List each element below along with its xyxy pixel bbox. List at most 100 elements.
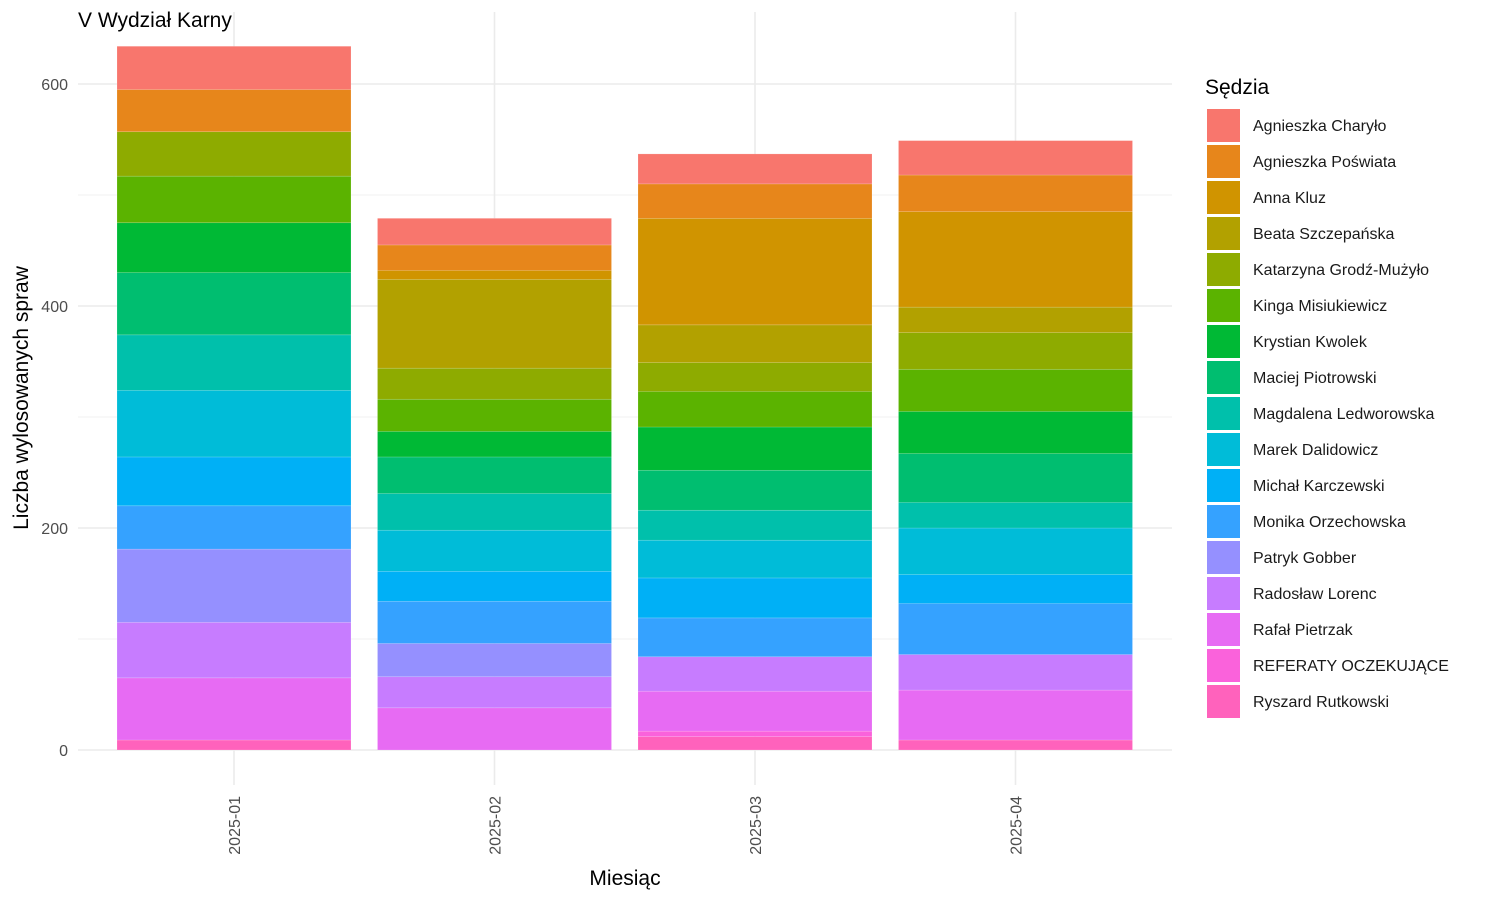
legend-label: Radosław Lorenc [1253, 586, 1377, 603]
legend: Agnieszka Charyło Agnieszka Poświata Anna … [1207, 109, 1449, 718]
bar-segment [116, 456, 352, 507]
legend-key [1207, 505, 1240, 538]
bar-segment [637, 218, 873, 326]
bar-segment [116, 272, 352, 336]
x-axis-ticks: 2025-01 2025-02 2025-03 2025-04 [227, 796, 1026, 855]
bar-segment [116, 175, 352, 224]
legend-key [1207, 541, 1240, 574]
legend-key [1207, 469, 1240, 502]
legend-key [1207, 577, 1240, 610]
legend-label: Patryk Gobber [1253, 550, 1357, 567]
bar-segment [637, 509, 873, 541]
bar-segment [116, 131, 352, 177]
bar-segment [116, 89, 352, 133]
legend-label: Rafał Pietrzak [1253, 622, 1354, 639]
x-axis-title: Miesiąc [589, 867, 660, 890]
bar-segment [637, 362, 873, 392]
bar-segment [377, 676, 612, 709]
bar-segment [377, 707, 612, 751]
bar-segment [377, 279, 612, 369]
bar-segment [898, 368, 1133, 412]
bar-segment [637, 183, 873, 219]
bar-segment [377, 600, 612, 644]
bar-segment [377, 570, 612, 602]
bar-segment [377, 493, 612, 531]
bar-segment [116, 739, 352, 751]
legend-key [1207, 325, 1240, 358]
bar-segment [637, 730, 873, 737]
bar-segment [637, 577, 873, 619]
y-tick-label: 200 [41, 521, 68, 538]
legend-label: Ryszard Rutkowski [1253, 694, 1389, 711]
bar-segment [116, 505, 352, 550]
bar-segment [116, 548, 352, 623]
legend-label: Marek Dalidowicz [1253, 442, 1378, 459]
bar-segment [898, 654, 1133, 691]
legend-label: Krystian Kwolek [1253, 334, 1368, 351]
bar-segment [898, 689, 1133, 741]
bar-segment [637, 617, 873, 658]
legend-label: Agnieszka Charyło [1253, 118, 1387, 135]
bar-segment [377, 367, 612, 400]
bar-segment [898, 332, 1133, 370]
bar-segment [116, 45, 352, 90]
x-tick-label: 2025-02 [488, 796, 505, 855]
y-axis-ticks: 0 200 400 600 [41, 77, 68, 760]
legend-key [1207, 685, 1240, 718]
legend-label: Agnieszka Poświata [1253, 154, 1396, 171]
bar-segment [116, 390, 352, 458]
bar-segment [377, 218, 612, 246]
bar-segment [898, 502, 1133, 529]
bar-segment [377, 244, 612, 271]
x-tick-label: 2025-03 [748, 796, 765, 855]
bar-segment [898, 453, 1133, 503]
bars [116, 45, 1133, 751]
bar-segment [377, 529, 612, 572]
legend-key [1207, 217, 1240, 250]
bar-segment [637, 469, 873, 511]
bar-segment [637, 324, 873, 363]
legend-key [1207, 289, 1240, 322]
legend-key [1207, 433, 1240, 466]
bar-segment [898, 211, 1133, 308]
legend-key [1207, 613, 1240, 646]
legend-title: Sędzia [1205, 76, 1270, 99]
legend-key [1207, 253, 1240, 286]
chart-title: V Wydział Karny [78, 9, 232, 32]
y-axis-title: Liczba wylosowanych spraw [10, 265, 33, 530]
bar-segment [637, 391, 873, 428]
bar-segment [377, 398, 612, 432]
x-tick-label: 2025-01 [227, 796, 244, 855]
legend-label: Kinga Misiukiewicz [1253, 298, 1387, 315]
legend-key [1207, 397, 1240, 430]
bar-segment [898, 603, 1133, 655]
bar-segment [637, 153, 873, 185]
legend-label: REFERATY OCZEKUJĄCE [1253, 658, 1449, 675]
bar-segment [377, 270, 612, 280]
legend-key [1207, 109, 1240, 142]
y-tick-label: 0 [59, 743, 68, 760]
bar-segment [377, 643, 612, 678]
legend-label: Katarzyna Grodź-Mużyło [1253, 262, 1429, 279]
bar-segment [898, 527, 1133, 575]
legend-label: Anna Kluz [1253, 190, 1326, 207]
bar-segment [377, 456, 612, 494]
legend-key [1207, 145, 1240, 178]
bar-segment [637, 690, 873, 732]
bar-segment [637, 539, 873, 579]
bar-segment [637, 736, 873, 751]
bar-segment [898, 739, 1133, 751]
legend-label: Monika Orzechowska [1253, 514, 1406, 531]
bar-segment [637, 656, 873, 692]
bar-segment [116, 677, 352, 741]
bar-segment [377, 431, 612, 458]
bar-segment [898, 306, 1133, 333]
legend-label: Magdalena Ledworowska [1253, 406, 1435, 423]
legend-label: Beata Szczepańska [1253, 226, 1395, 243]
bar-segment [898, 411, 1133, 454]
x-tick-label: 2025-04 [1009, 796, 1026, 855]
bar-segment [116, 222, 352, 274]
legend-key [1207, 361, 1240, 394]
bar-segment [637, 426, 873, 471]
